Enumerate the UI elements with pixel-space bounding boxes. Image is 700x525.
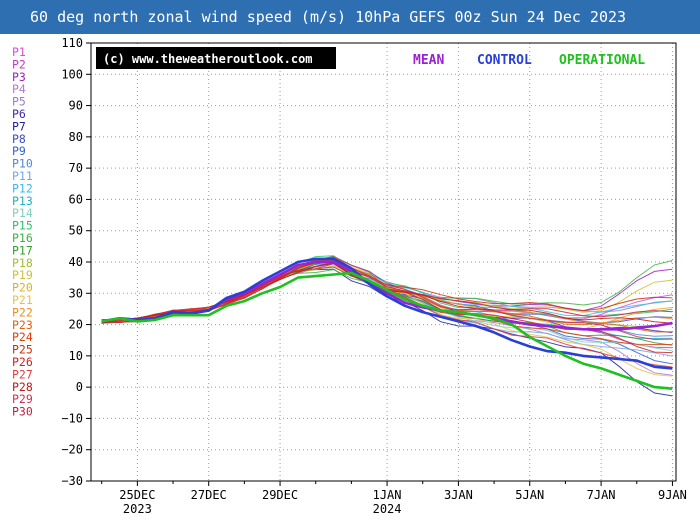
- y-tick-label: −30: [61, 474, 83, 488]
- member-label-p2: P2: [12, 57, 26, 71]
- member-label-p3: P3: [12, 70, 26, 84]
- member-label-p8: P8: [12, 132, 26, 146]
- watermark: (c) www.theweatheroutlook.com: [96, 47, 336, 69]
- member-label-p18: P18: [12, 256, 33, 270]
- y-tick-label: 10: [69, 349, 83, 363]
- member-label-p11: P11: [12, 169, 33, 183]
- x-tick-label: 1JAN: [373, 488, 402, 502]
- y-tick-label: 60: [69, 192, 83, 206]
- y-tick-label: −10: [61, 411, 83, 425]
- member-label-p27: P27: [12, 367, 33, 381]
- legend-operational: OPERATIONAL: [559, 53, 645, 68]
- member-label-p30: P30: [12, 405, 33, 419]
- y-tick-label: 0: [76, 380, 83, 394]
- member-label-p17: P17: [12, 243, 33, 257]
- member-label-p22: P22: [12, 305, 33, 319]
- series-line-control: [101, 257, 673, 370]
- y-tick-label: 20: [69, 318, 83, 332]
- watermark-bg: [96, 47, 336, 69]
- x-tick-label: 9JAN: [658, 488, 687, 502]
- chart-area: −30−20−10010203040506070809010011025DEC2…: [12, 36, 687, 516]
- member-label-p14: P14: [12, 206, 33, 220]
- y-tick-label: 70: [69, 161, 83, 175]
- member-label-p4: P4: [12, 82, 26, 96]
- member-label-p23: P23: [12, 318, 33, 332]
- member-label-p10: P10: [12, 157, 33, 171]
- y-tick-label: 40: [69, 255, 83, 269]
- member-label-p16: P16: [12, 231, 33, 245]
- y-tick-label: −20: [61, 443, 83, 457]
- member-label-p15: P15: [12, 219, 33, 233]
- member-legend: P1P2P3P4P5P6P7P8P9P10P11P12P13P14P15P16P…: [12, 45, 33, 419]
- y-tick-label: 100: [61, 67, 83, 81]
- member-line-p29: [101, 259, 673, 341]
- member-label-p9: P9: [12, 144, 26, 158]
- ensemble-members: [101, 255, 673, 397]
- member-line-p24: [101, 266, 673, 346]
- member-label-p5: P5: [12, 95, 26, 109]
- member-label-p6: P6: [12, 107, 26, 121]
- y-tick-label: 50: [69, 224, 83, 238]
- member-label-p26: P26: [12, 355, 33, 369]
- member-label-p24: P24: [12, 330, 33, 344]
- y-tick-label: 90: [69, 99, 83, 113]
- y-tick-label: 80: [69, 130, 83, 144]
- legend-control: CONTROL: [477, 53, 532, 68]
- axis-layer: −30−20−10010203040506070809010011025DEC2…: [61, 36, 687, 516]
- member-label-p25: P25: [12, 343, 33, 357]
- member-label-p20: P20: [12, 281, 33, 295]
- x-tick-label: 7JAN: [587, 488, 616, 502]
- x-tick-label: 3JAN: [444, 488, 473, 502]
- legend: MEAN CONTROL OPERATIONAL: [413, 53, 645, 68]
- y-tick-label: 110: [61, 36, 83, 50]
- x-tick-label: 5JAN: [515, 488, 544, 502]
- member-label-p29: P29: [12, 392, 33, 406]
- member-line-p30: [101, 261, 673, 324]
- watermark-text: (c) www.theweatheroutlook.com: [103, 52, 313, 66]
- legend-mean: MEAN: [413, 53, 444, 68]
- x-tick-label: 25DEC: [119, 488, 155, 502]
- highlight-series: [101, 257, 673, 390]
- y-tick-label: 30: [69, 286, 83, 300]
- member-label-p21: P21: [12, 293, 33, 307]
- member-line-p17: [101, 259, 673, 346]
- x-tick-sublabel: 2023: [123, 502, 152, 516]
- member-label-p12: P12: [12, 181, 33, 195]
- x-tick-sublabel: 2024: [373, 502, 402, 516]
- series-line-operational: [101, 271, 673, 390]
- member-label-p1: P1: [12, 45, 26, 59]
- member-label-p28: P28: [12, 380, 33, 394]
- member-label-p19: P19: [12, 268, 33, 282]
- chart-title: 60 deg north zonal wind speed (m/s) 10hP…: [0, 0, 700, 34]
- member-label-p7: P7: [12, 119, 26, 133]
- member-label-p13: P13: [12, 194, 33, 208]
- grid-layer: [91, 42, 676, 482]
- x-tick-label: 27DEC: [191, 488, 227, 502]
- x-tick-label: 29DEC: [262, 488, 298, 502]
